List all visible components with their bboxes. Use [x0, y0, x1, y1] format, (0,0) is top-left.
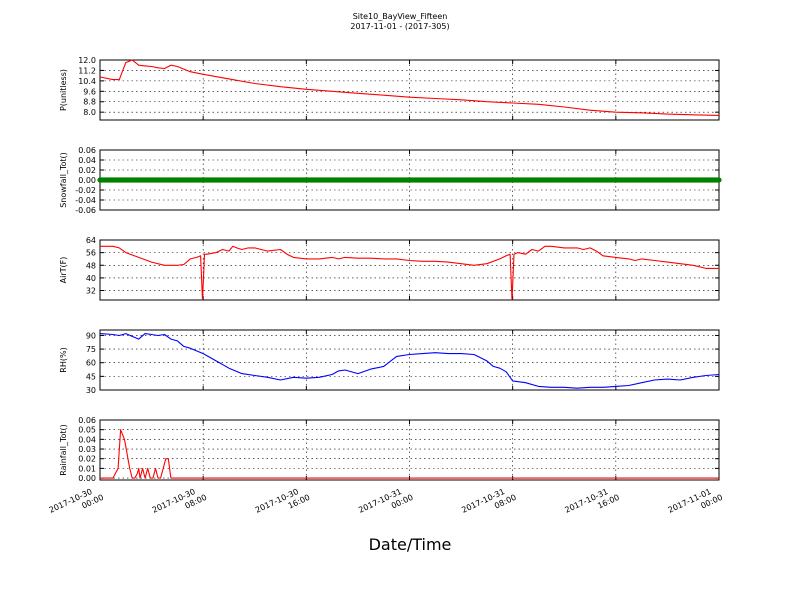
x-tick-label: 2017-11-0100:00: [667, 484, 724, 524]
y-tick-label: 0.00: [78, 176, 96, 185]
y-axis-label: AirT(F): [59, 257, 68, 284]
y-tick-label: 48: [86, 261, 96, 270]
panel-rainfall: 0.060.050.040.030.020.010.00 Rainfall_Tot…: [59, 416, 720, 483]
y-tick-label: 0.06: [78, 416, 96, 425]
x-tick-labels: 2017-10-3000:00 2017-10-3008:00 2017-10-30…: [48, 484, 724, 524]
y-tick-label: 90: [86, 331, 96, 340]
x-tick-label: 2017-10-3100:00: [357, 484, 414, 524]
x-tick-label: 2017-10-3008:00: [151, 484, 208, 524]
y-tick-label: 0.02: [78, 455, 96, 464]
y-tick-label: 40: [86, 274, 96, 283]
figure-subtitle: 2017-11-01 - (2017-305): [350, 22, 449, 31]
y-tick-label: 0.02: [78, 166, 96, 175]
y-tick-label: 45: [86, 372, 96, 381]
y-axis-label: Rainfall_Tot(): [59, 424, 68, 476]
series-line: [100, 245, 719, 301]
subplots: 12.011.210.49.68.88.0P(unitless)0.060.04…: [59, 56, 722, 483]
y-tick-label: 32: [86, 287, 96, 296]
y-tick-label: 10.4: [78, 77, 96, 86]
y-tick-label: -0.06: [75, 206, 96, 215]
panel-rh: 90 75 60 45 30 RH(%): [59, 329, 720, 395]
y-tick-label: 0.01: [78, 464, 96, 473]
x-tick-label: 2017-10-3016:00: [254, 484, 311, 524]
y-tick-label: 0.04: [78, 156, 96, 165]
y-tick-label: 11.2: [78, 66, 96, 75]
y-tick-label: 30: [86, 386, 96, 395]
x-tick-label: 2017-10-3000:00: [48, 484, 105, 524]
data-point: [716, 177, 722, 183]
series-line: [99, 333, 720, 389]
y-tick-label: 0.03: [78, 445, 96, 454]
series-line: [99, 59, 720, 116]
x-tick-label: 2017-10-3116:00: [563, 484, 620, 524]
figure-title: Site10_BayView_Fifteen: [353, 12, 448, 21]
y-tick-label: 75: [86, 345, 96, 354]
y-tick-label: 9.6: [83, 87, 96, 96]
y-axis-label: P(unitless): [59, 69, 68, 111]
y-tick-label: 0.04: [78, 435, 96, 444]
y-tick-label: -0.04: [75, 196, 96, 205]
y-tick-label: 8.0: [83, 108, 96, 117]
y-tick-label: 0.06: [78, 146, 96, 155]
x-axis-label: Date/Time: [369, 535, 452, 554]
y-tick-label: -0.02: [75, 186, 96, 195]
y-tick-label: 0.05: [78, 426, 96, 435]
y-tick-label: 0.00: [78, 474, 96, 483]
x-tick-label: 2017-10-3108:00: [460, 484, 517, 524]
y-axis-label: Snowfall_Tot(): [59, 152, 68, 208]
y-tick-label: 56: [86, 249, 96, 258]
y-tick-label: 8.8: [83, 98, 96, 107]
y-tick-label: 60: [86, 359, 96, 368]
y-tick-label: 12.0: [78, 56, 96, 65]
y-tick-label: 64: [86, 236, 96, 245]
y-axis-label: RH(%): [59, 347, 68, 372]
panel-snowfall: 0.060.040.020.00-0.02-0.04-0.06 Snowfall_…: [59, 146, 722, 215]
panel-ph: 12.011.2 10.49.6 8.88.0 P(unitless): [59, 56, 720, 121]
panel-airtemp: 64 56 48 40 32 AirT(F): [59, 236, 720, 301]
series-line: [100, 429, 719, 479]
